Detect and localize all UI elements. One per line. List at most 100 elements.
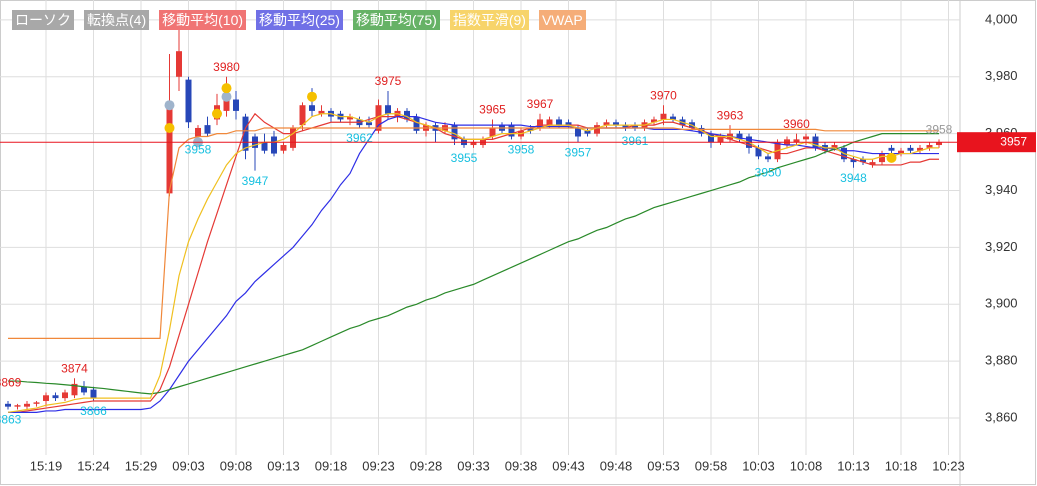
legend-button[interactable]: 移動平均(75) [352, 10, 440, 30]
candle-body [907, 147, 914, 151]
candle-body [708, 133, 714, 143]
candle-body [793, 139, 800, 143]
x-tick-label: 09:23 [362, 458, 395, 473]
candle-body [404, 110, 410, 120]
x-tick-label: 10:13 [837, 458, 870, 473]
x-tick-label: 09:58 [695, 458, 728, 473]
y-tick-label: 3,940 [985, 182, 1018, 197]
candle-body [223, 93, 230, 111]
indicator-line [8, 133, 939, 395]
high-label: 3874 [61, 361, 88, 375]
candle-body [176, 51, 182, 77]
candle-body [765, 156, 771, 160]
candle-body [860, 159, 866, 163]
x-tick-label: 09:13 [267, 458, 300, 473]
legend: ローソク 転換点(4) 移動平均(10) 移動平均(25) 移動平均(75) 指数平滑(9… [12, 10, 586, 30]
x-tick-label: 10:23 [932, 458, 965, 473]
candle-body [575, 127, 581, 137]
legend-button[interactable]: VWAP [538, 10, 586, 30]
candle-body [413, 116, 420, 131]
indicator-line [8, 127, 939, 340]
candle-body [451, 125, 458, 140]
low-label: 3962 [346, 131, 373, 145]
candle-body [43, 395, 49, 401]
candle-body [755, 147, 762, 157]
low-label: 3955 [451, 151, 478, 165]
candle-body [850, 159, 857, 163]
candle-body [280, 145, 287, 151]
high-label: 3963 [717, 108, 744, 122]
candle-body [71, 383, 78, 396]
candle-body [660, 113, 667, 120]
candle-body [271, 136, 277, 154]
candle-body [537, 119, 543, 128]
candle-body [622, 125, 629, 128]
low-label: 3950 [755, 165, 782, 179]
candle-body [185, 79, 192, 123]
candle-body [869, 162, 876, 165]
y-tick-label: 3,860 [985, 409, 1018, 424]
turning-point [221, 91, 232, 102]
candle-body [565, 122, 572, 126]
low-label: 3947 [242, 174, 269, 188]
candle-body [470, 142, 477, 146]
candle-body [5, 403, 11, 407]
x-tick-label: 09:43 [552, 458, 585, 473]
low-label: 3863 [0, 413, 22, 427]
current-price-box [957, 132, 1036, 153]
legend-button[interactable]: 移動平均(10) [159, 10, 247, 30]
x-tick-label: 10:18 [885, 458, 918, 473]
x-tick-label: 09:33 [457, 458, 490, 473]
legend-button[interactable]: 移動平均(25) [256, 10, 343, 30]
low-label: 3866 [80, 404, 107, 418]
low-label: 3948 [840, 171, 867, 185]
candle-body [556, 119, 562, 126]
candle-body [81, 386, 87, 393]
candle-body [546, 119, 553, 126]
candle-body [888, 147, 895, 151]
x-tick-label: 15:19 [30, 458, 63, 473]
candle-body [14, 405, 21, 407]
candle-body [831, 145, 838, 148]
candle-body [385, 105, 391, 114]
legend-button[interactable]: 指数平滑(9) [449, 10, 529, 30]
candle-body [926, 145, 933, 148]
turning-point [164, 100, 175, 111]
turning-point [221, 83, 232, 94]
candle-body [594, 125, 600, 134]
candle-body [898, 150, 904, 154]
x-tick-label: 09:38 [505, 458, 538, 473]
high-label: 3958 [926, 123, 953, 137]
candle-body [603, 122, 610, 126]
y-tick-label: 4,000 [985, 11, 1018, 26]
candle-body [527, 127, 534, 131]
legend-button[interactable]: 転換点(4) [84, 10, 150, 30]
x-tick-label: 15:29 [125, 458, 158, 473]
candle-body [33, 402, 40, 404]
y-tick-label: 3,900 [985, 296, 1018, 311]
low-label: 3958 [508, 143, 535, 157]
candle-body [584, 130, 591, 134]
high-label: 3960 [783, 117, 810, 131]
candle-body [261, 142, 268, 151]
low-label: 3961 [622, 134, 649, 148]
x-tick-label: 09:48 [600, 458, 633, 473]
candle-body [489, 127, 496, 137]
y-tick-label: 3,920 [985, 239, 1018, 254]
candle-body [879, 153, 885, 163]
candle-body [52, 395, 59, 399]
candle-body [375, 105, 382, 131]
low-label: 3957 [565, 145, 592, 159]
candle-body [24, 403, 30, 407]
candle-body [936, 142, 942, 146]
candle-body [233, 99, 239, 111]
candle-body [736, 133, 743, 140]
x-tick-label: 09:08 [220, 458, 253, 473]
high-label: 3975 [375, 74, 402, 88]
x-tick-label: 09:28 [410, 458, 443, 473]
legend-button[interactable]: ローソク [12, 10, 74, 30]
